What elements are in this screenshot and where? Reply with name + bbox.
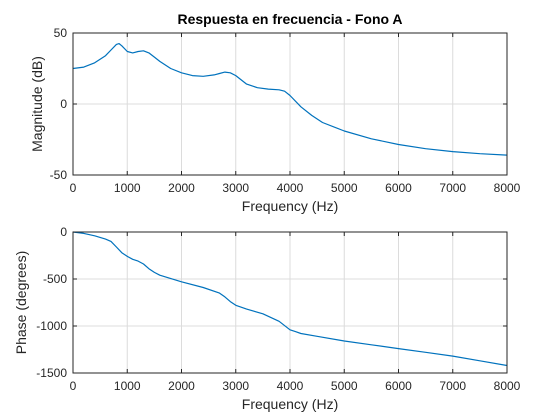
y-tick-label: -50 [50, 168, 68, 182]
x-tick-label: 8000 [494, 379, 521, 393]
y-tick-label: -500 [43, 272, 67, 286]
x-tick-label: 2000 [168, 379, 195, 393]
y-axis-label: Magnitude (dB) [29, 56, 45, 152]
y-tick-label: 0 [60, 97, 67, 111]
y-axis-label: Phase (degrees) [13, 251, 29, 355]
x-tick-label: 4000 [277, 181, 304, 195]
y-tick-label: 0 [60, 225, 67, 239]
x-tick-label: 8000 [494, 181, 521, 195]
series-layer [72, 231, 508, 367]
magnitude-plot: 0 1000 2000 3000 4000 5000 6000 7000 8000-50050 … [29, 11, 521, 214]
x-tick-label: 3000 [222, 379, 249, 393]
x-tick-label: 4000 [277, 379, 304, 393]
x-tick-label: 5000 [331, 181, 358, 195]
y-tick-label: 50 [54, 26, 68, 40]
x-tick-label: 6000 [385, 181, 412, 195]
x-axis-label: Frequency (Hz) [242, 198, 338, 214]
y-tick-label: -1000 [36, 319, 67, 333]
x-tick-label: 6000 [385, 379, 412, 393]
x-tick-label: 3000 [222, 181, 249, 195]
tick-layer: 0 1000 2000 3000 4000 5000 6000 7000 8000 -1500 -1… [36, 225, 520, 393]
chart-title: Respuesta en frecuencia - Fono A [177, 11, 402, 27]
x-axis-label: Frequency (Hz) [242, 396, 338, 412]
y-tick-label: -1500 [36, 366, 67, 380]
series-line [72, 42, 508, 156]
series-layer [72, 42, 508, 156]
x-tick-label: 5000 [331, 379, 358, 393]
x-tick-label: 1000 [114, 181, 141, 195]
x-tick-label: 0 [70, 379, 77, 393]
x-tick-label: 2000 [168, 181, 195, 195]
x-tick-label: 7000 [439, 379, 466, 393]
x-tick-label: 7000 [439, 181, 466, 195]
x-tick-label: 0 [70, 181, 77, 195]
series-line [72, 231, 508, 367]
x-tick-label: 1000 [114, 379, 141, 393]
phase-plot: 0 1000 2000 3000 4000 5000 6000 7000 8000 -1500 -1… [13, 225, 521, 412]
